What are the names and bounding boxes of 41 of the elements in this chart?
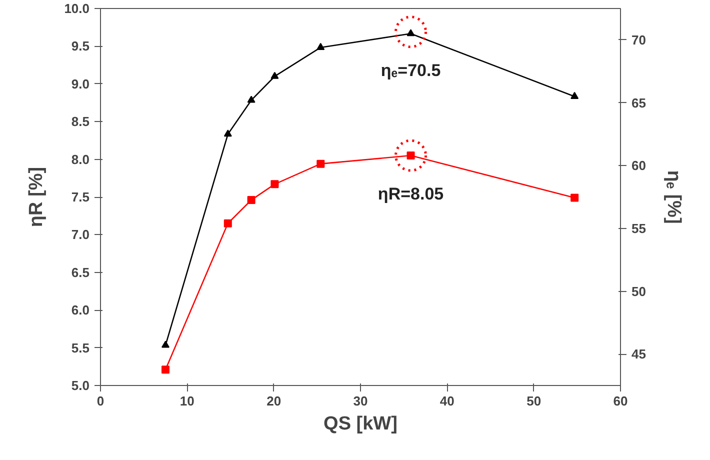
x-tick-label: 50: [526, 394, 542, 408]
y2-tick-label: 55: [632, 220, 646, 236]
y-tick-label: 10.0: [64, 1, 90, 16]
point: [316, 42, 325, 50]
point: [270, 180, 279, 188]
point: [270, 72, 279, 79]
annotation: ηR=8.05: [378, 184, 444, 204]
point: [316, 160, 325, 168]
point: [570, 92, 579, 99]
x-axis-title: QS [kW]: [324, 414, 398, 434]
x-tick-label: 0: [96, 394, 104, 408]
y-tick-label: 9.0: [71, 76, 90, 92]
y-tick-label: 9.5: [71, 38, 90, 54]
point: [224, 219, 232, 228]
y2-tick-label: 50: [632, 284, 646, 299]
y2-axis-title: ηₑ [%]: [662, 170, 684, 224]
y-tick-label: 6.5: [71, 264, 90, 280]
x-tick-label: 40: [440, 394, 454, 408]
point: [247, 96, 256, 103]
y-tick-label: 8.0: [71, 152, 90, 167]
y-tick-label: 8.5: [71, 114, 90, 130]
point: [570, 194, 579, 202]
y-tick-label: 5.0: [71, 378, 90, 393]
x-tick-label: 20: [266, 394, 282, 408]
x-tick-label: 60: [613, 394, 628, 408]
point: [162, 366, 170, 374]
y-tick-label: 5.5: [71, 340, 90, 356]
y2-tick-label: 65: [632, 95, 646, 110]
y2-tick-label: 45: [632, 346, 646, 362]
x-tick-label: 10: [180, 394, 194, 408]
y-tick-label: 6.0: [71, 302, 90, 318]
x-tick-label: 30: [353, 394, 368, 408]
y2-tick-label: 70: [632, 32, 646, 48]
point: [162, 340, 170, 348]
y-tick-label: 7.5: [71, 190, 90, 204]
y-tick-label: 7.0: [71, 227, 90, 242]
point: [224, 130, 232, 137]
point: [247, 196, 256, 204]
y-axis-title: ηR [%]: [26, 166, 48, 228]
y2-tick-label: 60: [632, 158, 646, 174]
annotation: ηₑ=70.5: [380, 60, 441, 80]
